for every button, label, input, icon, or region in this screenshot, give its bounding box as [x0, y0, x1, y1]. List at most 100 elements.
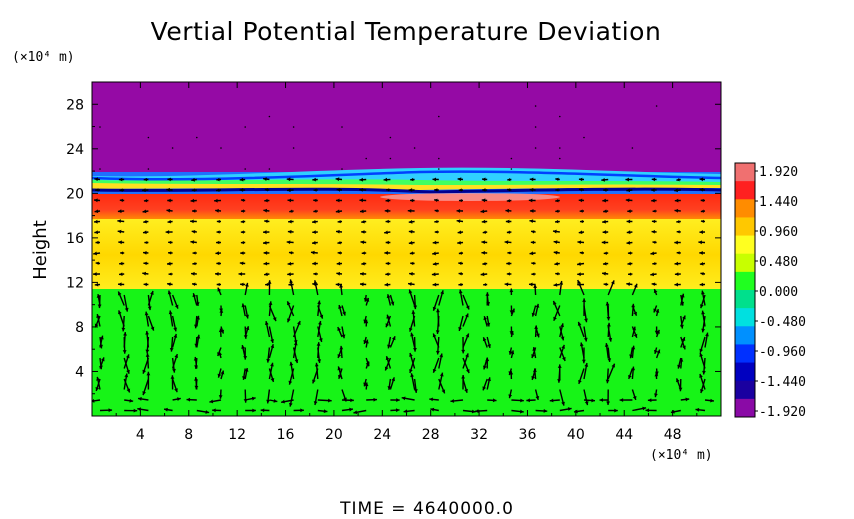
wind-vector-head	[361, 230, 365, 234]
wind-vector-head	[245, 326, 250, 331]
wind-vector-head	[553, 300, 557, 305]
wind-vector-head	[361, 251, 365, 255]
wind-vector-head	[604, 343, 609, 347]
wind-vector-head	[240, 240, 244, 245]
wind-vector-head	[610, 280, 615, 285]
wind-vector-head	[413, 305, 418, 310]
wind-vector-head	[465, 333, 470, 338]
wind-vector-head	[359, 177, 364, 182]
wind-vector-head	[577, 240, 582, 245]
wind-vector-head	[119, 188, 123, 192]
wind-vector-head	[145, 353, 150, 357]
wind-vector-head	[529, 177, 534, 182]
wind-vector-head	[287, 318, 291, 323]
wind-vector-head	[458, 327, 462, 331]
colorbar-swatch	[735, 290, 755, 309]
wind-vector-head	[384, 282, 389, 287]
wind-vector-head	[606, 401, 611, 406]
wind-vector-head	[172, 368, 176, 373]
wind-vector-head	[432, 306, 437, 311]
wind-vector-head	[385, 272, 389, 276]
wind-vector-head	[192, 209, 196, 213]
wind-vector-head	[543, 409, 548, 413]
wind-vector-head	[209, 399, 214, 404]
wind-vector-head	[699, 230, 704, 235]
wind-vector-head	[555, 209, 559, 213]
wind-vector-head	[528, 282, 533, 287]
wind-vector-head	[266, 399, 271, 404]
wind-vector-head	[244, 367, 249, 372]
wind-vector-head	[607, 358, 612, 362]
wind-vector-head	[651, 282, 656, 287]
wind-dot	[365, 157, 368, 160]
wind-vector-head	[699, 251, 703, 255]
wind-vector-head	[289, 209, 293, 213]
wind-vector-head	[142, 271, 147, 276]
x-tick-label: 32	[470, 427, 488, 443]
wind-vector-head	[241, 303, 246, 308]
wind-vector-head	[631, 366, 636, 371]
wind-vector-head	[313, 280, 318, 285]
wind-vector-head	[457, 240, 461, 245]
time-label: TIME = 4640000.0	[339, 499, 514, 519]
wind-vector-head	[700, 304, 704, 309]
colorbar-tick-label: -0.960	[759, 345, 806, 360]
wind-vector-head	[317, 359, 322, 363]
wind-vector-head	[579, 251, 583, 255]
wind-vector-head	[456, 219, 461, 224]
wind-vector-head	[365, 297, 370, 302]
wind-vector-head	[133, 408, 138, 413]
wind-vector-head	[174, 304, 179, 309]
wind-vector-head	[263, 251, 268, 255]
wind-vector-head	[190, 219, 194, 224]
wind-vector-head	[627, 261, 631, 266]
wind-vector-head	[674, 208, 679, 213]
wind-vector-head	[310, 250, 315, 255]
colorbar-swatch	[735, 217, 755, 237]
colorbar-tick-label: -0.480	[759, 315, 806, 330]
wind-vector-head	[601, 177, 605, 182]
wind-vector-head	[359, 198, 364, 203]
wind-vector-head	[506, 198, 511, 203]
wind-dot	[99, 126, 101, 128]
x-tick-label: 40	[567, 427, 585, 443]
wind-vector-head	[387, 344, 391, 349]
wind-vector-head	[591, 398, 595, 403]
wind-vector-head	[605, 301, 610, 306]
wind-vector-head	[167, 198, 171, 203]
wind-vector-head	[674, 261, 679, 266]
wind-dot	[438, 157, 440, 160]
x-tick-label: 48	[664, 427, 682, 443]
wind-vector-head	[632, 395, 637, 400]
wind-vector-head	[384, 230, 388, 235]
heatmap-field	[92, 82, 721, 416]
wind-vector-head	[577, 272, 581, 277]
wind-vector-head	[458, 289, 463, 294]
wind-vector-head	[241, 345, 245, 349]
wind-vector-head	[434, 188, 438, 192]
wind-vector-head	[144, 240, 148, 245]
wind-vector-head	[289, 279, 294, 284]
wind-vector-head	[124, 307, 129, 312]
colorbar-swatch	[735, 271, 755, 291]
wind-vector-head	[432, 333, 437, 338]
wind-vector-head	[434, 209, 438, 213]
wind-vector-head	[536, 333, 540, 338]
wind-vector-head	[150, 290, 154, 295]
wind-vector-head	[581, 359, 586, 364]
y-axis: 4 8 12 16 20 24 28	[66, 97, 721, 395]
wind-vector-head	[365, 361, 370, 366]
wind-vector-head	[192, 293, 197, 298]
wind-vector-head	[701, 310, 705, 315]
wind-vector-head	[482, 230, 487, 234]
chart-title: Vertial Potential Temperature Deviation	[151, 17, 662, 46]
layer-purple	[92, 82, 721, 178]
wind-vector-head	[174, 354, 179, 358]
wind-vector-head	[614, 408, 618, 413]
wind-dot	[147, 168, 150, 170]
colorbar-tick-label: -1.920	[759, 405, 806, 420]
wind-vector-head	[126, 369, 130, 374]
wind-vector-head	[553, 316, 557, 321]
wind-vector-head	[342, 311, 346, 316]
colorbar-frame	[734, 162, 756, 418]
